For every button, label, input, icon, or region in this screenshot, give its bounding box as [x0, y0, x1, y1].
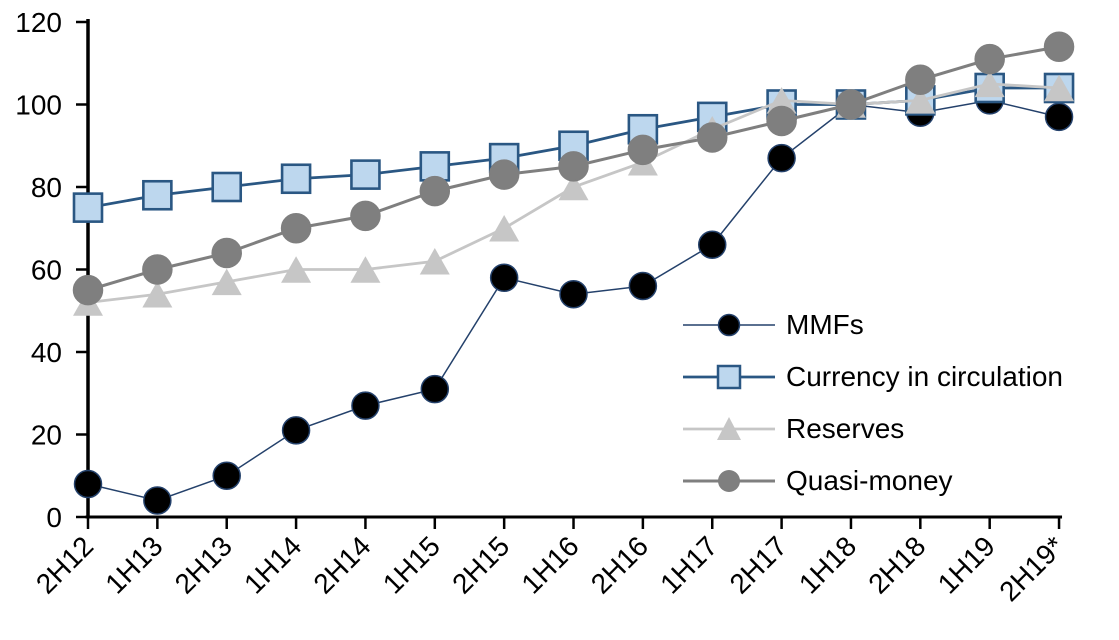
legend-item-mmfs: MMFs [683, 299, 1063, 351]
y-axis-label: 40 [31, 337, 62, 368]
legend-label-quasi-money: Quasi-money [786, 465, 953, 496]
series-quasi-money [72, 31, 1075, 306]
y-axis-label: 80 [31, 172, 62, 203]
data-point-quasi-money [419, 175, 451, 207]
y-axis-label: 120 [15, 7, 62, 38]
data-point-mmfs [1044, 102, 1074, 132]
legend-item-reserves: Reserves [683, 403, 1063, 455]
data-point-mmfs [767, 143, 796, 173]
data-point-mmfs [351, 391, 380, 420]
data-point-mmfs [420, 374, 450, 404]
data-point-reserves [350, 256, 381, 283]
data-point-quasi-money [211, 237, 242, 269]
x-axis-label: 1H17 [654, 530, 723, 599]
x-axis-label: 2H17 [724, 530, 793, 599]
data-point-quasi-money [627, 134, 659, 166]
data-point-reserves [281, 256, 312, 283]
data-point-currency-in-circulation [142, 179, 173, 211]
x-axis-label: 1H14 [238, 530, 307, 599]
x-axis-label: 1H16 [516, 530, 585, 599]
data-point-quasi-money [280, 213, 312, 244]
x-axis-label: 1H19 [932, 530, 1001, 599]
data-point-quasi-money [696, 122, 728, 153]
data-point-reserves [558, 173, 589, 201]
data-point-reserves [766, 87, 797, 114]
data-point-mmfs [697, 230, 727, 259]
data-point-currency-in-circulation [72, 192, 104, 223]
data-point-reserves [905, 87, 936, 114]
data-point-quasi-money [974, 43, 1005, 75]
x-axis-label: 1H13 [99, 530, 168, 599]
legend-label-reserves: Reserves [786, 413, 905, 444]
x-axis-label: 2H14 [307, 530, 376, 599]
x-axis-label: 2H16 [585, 530, 654, 599]
x-axis-label: 2H15 [446, 530, 515, 599]
data-point-reserves [211, 268, 242, 296]
legend-label-currency: Currency in circulation [786, 361, 1063, 392]
data-point-quasi-money [488, 159, 520, 190]
data-point-mmfs [143, 486, 172, 515]
data-point-quasi-money [72, 274, 104, 306]
data-point-quasi-money [835, 89, 867, 120]
data-point-quasi-money [142, 254, 173, 285]
data-point-mmfs [489, 263, 519, 292]
data-point-currency-in-circulation [350, 159, 381, 190]
x-axis-label: 1H18 [793, 530, 862, 599]
mmfs-legend-marker-icon [683, 313, 775, 337]
data-point-quasi-money [766, 105, 797, 137]
data-point-quasi-money [350, 200, 381, 232]
x-axis-label: 2H18 [862, 530, 931, 599]
currency-legend-marker-icon [683, 364, 775, 390]
data-point-mmfs [628, 271, 658, 301]
x-axis-label: 2H19* [993, 530, 1070, 607]
data-point-mmfs [281, 416, 311, 445]
y-axis-label: 100 [15, 90, 62, 121]
data-point-currency-in-circulation [280, 163, 312, 195]
data-point-reserves [489, 215, 520, 242]
legend-label-mmfs: MMFs [786, 309, 864, 340]
data-point-quasi-money [1043, 31, 1075, 62]
data-point-reserves [1044, 74, 1075, 102]
y-axis-label: 20 [31, 420, 62, 451]
y-axis-label: 0 [46, 502, 62, 533]
x-axis-label: 2H12 [30, 530, 99, 599]
x-axis-label: 2H13 [169, 530, 238, 599]
legend: MMFs Currency in circulation Reserves Qu… [683, 299, 1063, 507]
quasi-money-legend-marker-icon [683, 470, 775, 492]
reserves-legend-marker-icon [683, 417, 775, 440]
data-point-quasi-money [558, 151, 589, 182]
data-point-reserves [974, 70, 1005, 98]
data-point-mmfs [212, 461, 241, 490]
data-point-currency-in-circulation [211, 171, 243, 203]
legend-item-quasi-money: Quasi-money [683, 455, 1063, 507]
data-point-quasi-money [905, 64, 936, 95]
y-axis-label: 60 [31, 255, 62, 286]
data-point-mmfs [559, 280, 588, 309]
x-axis-label: 1H15 [377, 530, 446, 599]
data-point-reserves [142, 281, 173, 308]
data-point-reserves [419, 248, 450, 275]
legend-item-currency: Currency in circulation [683, 351, 1063, 403]
data-point-mmfs [73, 469, 103, 499]
